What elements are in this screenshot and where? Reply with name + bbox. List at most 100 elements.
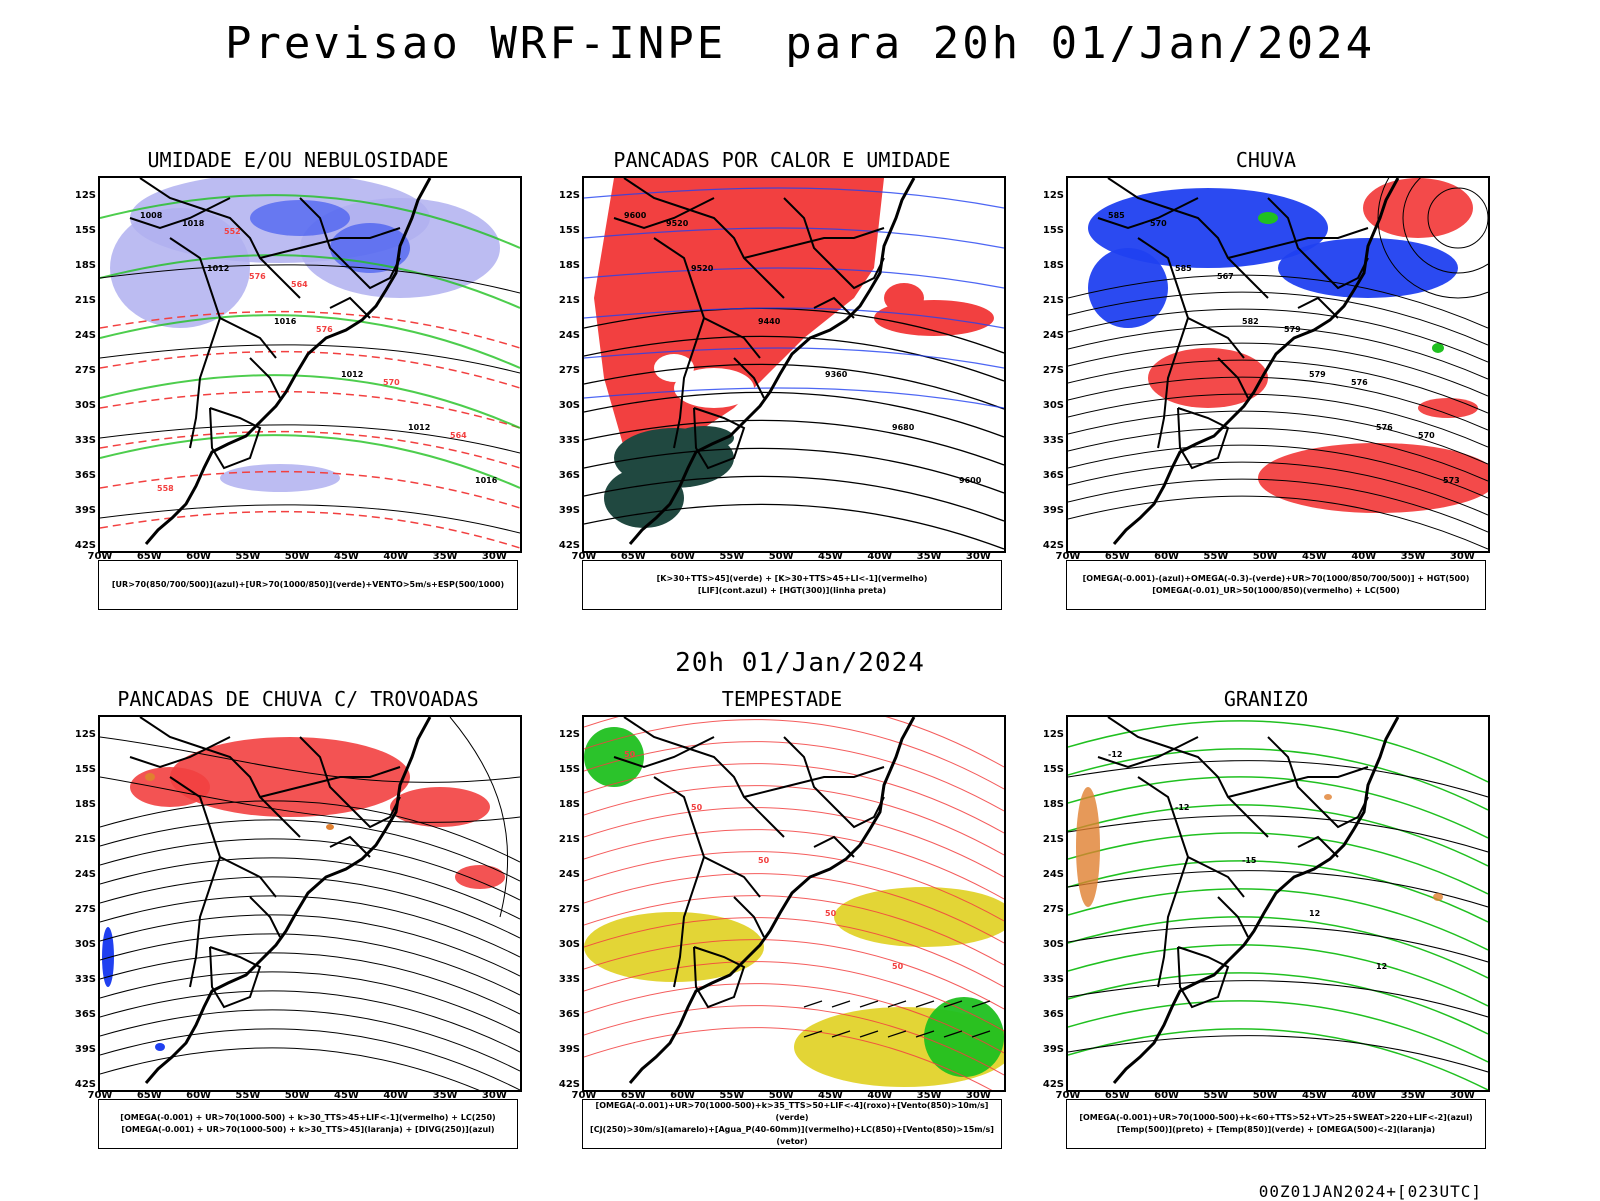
political-border (813, 835, 855, 858)
longitude-label: 60W (1154, 1090, 1180, 1101)
legend-box: [OMEGA(-0.001)+UR>70(1000-500)+k<60+TTS>… (1066, 1099, 1486, 1149)
coastline (144, 717, 432, 1084)
temperature-850-contour (1068, 720, 1488, 783)
height-contour (1068, 308, 1488, 363)
latitude-label: 36S (558, 1009, 580, 1020)
field-shading (1432, 343, 1444, 353)
precipitable-water-contour (584, 719, 1004, 790)
longitude-label: 55W (1203, 551, 1229, 562)
contour-label: 570 (1418, 431, 1435, 440)
panel-pancadas-trovoadas: PANCADAS DE CHUVA C/ TROVOADAS 12S 15S 18S 2… (58, 687, 538, 1167)
latitude-label: 18S (558, 799, 580, 810)
map-frame: 585 585 582 579 576 573 570 567 579 576 570 (1066, 176, 1490, 553)
longitude-label: 55W (719, 551, 745, 562)
latitude-label: 39S (1042, 1044, 1064, 1055)
legend-box: [OMEGA(-0.001) + UR>70(1000-500) + k>30_… (98, 1099, 518, 1149)
contour-label: 570 (383, 378, 400, 387)
latitude-label: 42S (1042, 1079, 1064, 1090)
longitude-label: 60W (670, 1090, 696, 1101)
latitude-label: 39S (558, 1044, 580, 1055)
latitude-label: 21S (558, 295, 580, 306)
latitude-label: 33S (558, 435, 580, 446)
longitude-label: 70W (1055, 1090, 1081, 1101)
longitude-label: 45W (1302, 551, 1327, 562)
political-border (1227, 766, 1369, 798)
latitude-label: 24S (74, 869, 96, 880)
longitude-label: 30W (481, 1090, 507, 1101)
thickness-contour (100, 510, 520, 549)
map-frame: -12 -12 -15 12 12 (1066, 715, 1490, 1092)
political-border (1177, 407, 1230, 470)
longitude-label: 50W (1252, 1090, 1278, 1101)
map-frame (98, 715, 522, 1092)
longitude-label: 65W (136, 1090, 162, 1101)
political-border (1217, 896, 1249, 938)
field-shading (250, 200, 350, 236)
political-border (1297, 296, 1339, 319)
field-shading (924, 997, 1004, 1077)
longitude-label: 50W (768, 1090, 794, 1101)
humidity-contour (100, 194, 520, 249)
field-shading (674, 426, 734, 450)
precipitable-water-contour (584, 961, 1004, 1032)
contour-label: 1018 (182, 219, 205, 228)
latitude-label: 39S (74, 1044, 96, 1055)
panel-title: CHUVA (1235, 148, 1297, 172)
field-shading (674, 368, 754, 408)
latitude-label: 36S (558, 470, 580, 481)
political-border (743, 766, 885, 798)
temperature-850-contour (1068, 1000, 1488, 1063)
field-shading (155, 1043, 165, 1051)
latitude-label: 24S (558, 869, 580, 880)
height-contour (584, 503, 1004, 550)
contour-label: 1012 (408, 423, 430, 432)
contour-label: 552 (224, 227, 241, 236)
wind-vector (803, 1030, 823, 1038)
field-shading (145, 773, 155, 781)
longitude-label: 50W (768, 551, 794, 562)
contour-label: 585 (1175, 264, 1192, 273)
longitude-label: 60W (670, 551, 696, 562)
political-border (613, 197, 715, 230)
latitude-label: 24S (1042, 869, 1064, 880)
political-border (259, 227, 401, 259)
longitude-label: 50W (284, 1090, 310, 1101)
coastline (628, 717, 916, 1084)
height-contour (1068, 444, 1488, 499)
contour-label: 50 (825, 909, 837, 918)
longitude-label: 70W (571, 551, 597, 562)
longitude-label: 30W (965, 551, 991, 562)
precipitable-water-contour (584, 851, 1004, 922)
humidity-contour (100, 254, 520, 309)
latitude-label: 18S (1042, 260, 1064, 271)
wind-vector (971, 1000, 991, 1008)
low-center-contour (1377, 178, 1488, 299)
streamline (100, 819, 520, 882)
panel-title: GRANIZO (1223, 687, 1309, 711)
longitude-label: 60W (186, 551, 212, 562)
longitude-label: 55W (235, 1090, 261, 1101)
political-border (329, 835, 371, 858)
wind-vector (915, 1000, 935, 1008)
field-shading (1258, 212, 1278, 224)
height-contour (584, 391, 1004, 438)
field-shading (1363, 178, 1473, 238)
streamline (100, 933, 520, 996)
streamline (100, 1047, 480, 1090)
latitude-label: 12S (1042, 729, 1064, 740)
streamline (100, 971, 520, 1034)
lifted-index-contour (584, 227, 1004, 249)
streamline (100, 1028, 520, 1090)
latitude-label: 27S (1042, 365, 1064, 376)
longitude-label: 35W (432, 551, 458, 562)
longitude-label: 35W (1400, 551, 1426, 562)
contour-label: 9600 (624, 211, 647, 220)
wind-vector (887, 1000, 907, 1008)
coastline (1112, 717, 1400, 1084)
latitude-label: 15S (558, 225, 580, 236)
latitude-label: 12S (1042, 190, 1064, 201)
latitude-label: 30S (74, 400, 96, 411)
panel-title: UMIDADE E/OU NEBULOSIDADE (147, 148, 449, 172)
contour-label: 585 (1108, 211, 1125, 220)
political-border (129, 736, 231, 769)
